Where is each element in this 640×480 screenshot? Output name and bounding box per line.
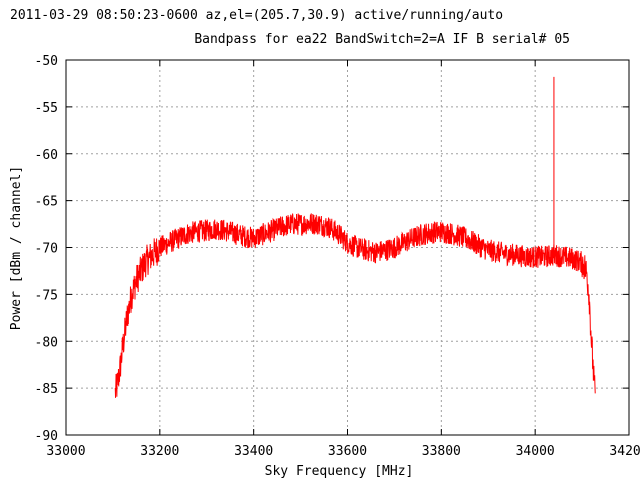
y-tick-label: -70 bbox=[35, 242, 58, 257]
y-tick-label: -55 bbox=[35, 101, 58, 116]
x-tick-label: 33000 bbox=[46, 444, 85, 459]
chart-title-line-2: Bandpass for ea22 BandSwitch=2=A IF B se… bbox=[194, 32, 570, 47]
plot-frame bbox=[65, 59, 630, 436]
x-tick-label: 34000 bbox=[516, 444, 555, 459]
y-tick-label: -65 bbox=[35, 195, 58, 210]
y-tick-label: -60 bbox=[35, 148, 58, 163]
y-tick-label: -90 bbox=[35, 429, 58, 444]
chart-title-line-1: 2011-03-29 08:50:23-0600 az,el=(205.7,30… bbox=[10, 8, 503, 23]
y-tick-label: -85 bbox=[35, 382, 58, 397]
x-tick-label: 33200 bbox=[140, 444, 179, 459]
x-axis-label: Sky Frequency [MHz] bbox=[265, 464, 414, 479]
series-trace bbox=[114, 213, 596, 398]
x-tick-label: 33600 bbox=[328, 444, 367, 459]
tick-labels: 33000 33200 33400 33600 33800 34000 34200 -50 -5… bbox=[35, 54, 640, 459]
x-tick-label: 33400 bbox=[234, 444, 273, 459]
y-tick-label: -50 bbox=[35, 54, 58, 69]
y-axis-label: Power [dBm / channel] bbox=[9, 166, 24, 330]
y-tick-label: -75 bbox=[35, 288, 58, 303]
x-tick-label: 34200 bbox=[609, 444, 640, 459]
y-tick-label: -80 bbox=[35, 335, 58, 350]
series-layer bbox=[114, 76, 596, 398]
x-tick-label: 33800 bbox=[422, 444, 461, 459]
